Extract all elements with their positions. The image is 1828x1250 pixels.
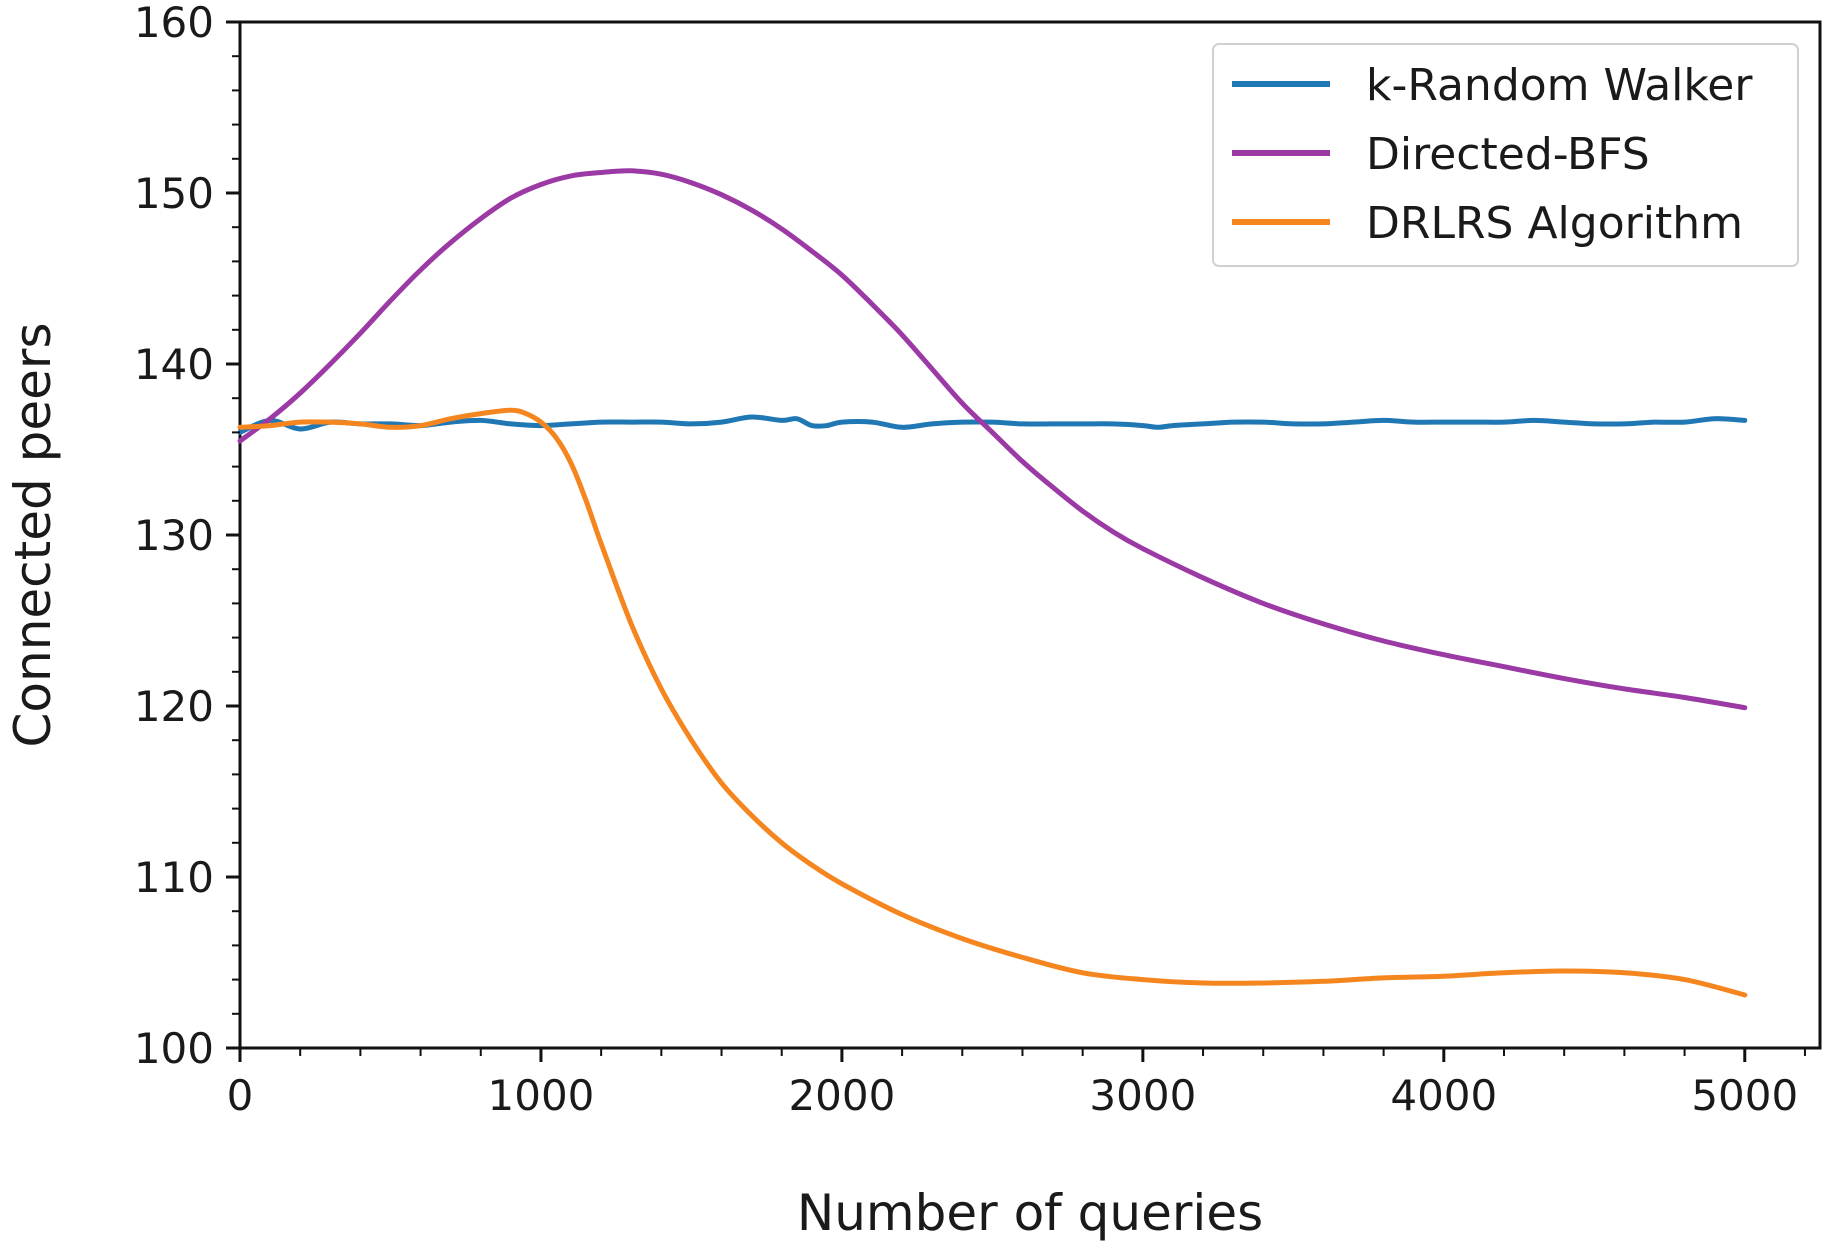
legend-label-directed-bfs: Directed-BFS (1366, 129, 1650, 180)
y-tick-label: 120 (134, 682, 214, 731)
y-tick-label: 110 (134, 853, 214, 902)
legend-item-k-random-walker: k-Random Walker (1232, 60, 1753, 111)
x-tick-label: 5000 (1691, 1071, 1798, 1120)
legend-item-directed-bfs: Directed-BFS (1232, 129, 1650, 180)
x-axis: 0 1000 2000 3000 4000 5000 (227, 1048, 1806, 1120)
y-tick-label: 130 (134, 511, 214, 560)
y-axis-label: Connected peers (4, 323, 62, 748)
legend-box (1212, 43, 1799, 267)
x-tick-label: 2000 (788, 1071, 895, 1120)
y-tick-label: 100 (134, 1024, 214, 1073)
series-layer (237, 168, 1748, 998)
legend-item-drlrs-algorithm: DRLRS Algorithm (1232, 198, 1743, 249)
x-tick-label: 4000 (1390, 1071, 1497, 1120)
x-tick-label: 1000 (488, 1071, 595, 1120)
directed-bfs-line (237, 168, 1748, 711)
y-axis: 100 110 120 130 140 150 160 (134, 0, 240, 1073)
legend: k-Random Walker Directed-BFS DRLRS Algor… (1212, 43, 1799, 267)
y-tick-label: 160 (134, 0, 214, 47)
y-tick-label: 150 (134, 169, 214, 218)
x-tick-label: 0 (227, 1071, 254, 1120)
plot-area (237, 20, 1822, 1050)
drlrs-algorithm-line (237, 407, 1748, 998)
x-tick-label: 3000 (1089, 1071, 1196, 1120)
k-random-walker-line (237, 414, 1748, 435)
y-tick-label: 140 (134, 340, 214, 389)
legend-label-drlrs-algorithm: DRLRS Algorithm (1366, 198, 1743, 249)
x-axis-label: Number of queries (797, 1184, 1263, 1242)
legend-label-k-random-walker: k-Random Walker (1366, 60, 1753, 111)
